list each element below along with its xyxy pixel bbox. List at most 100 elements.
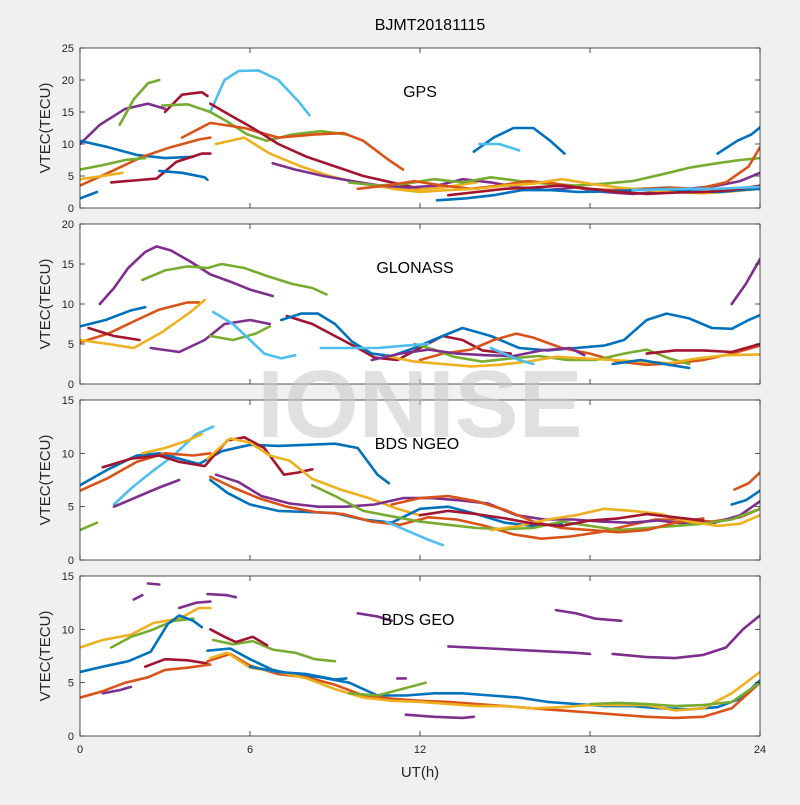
series-line-23 bbox=[478, 142, 521, 152]
series-line-7 bbox=[209, 102, 422, 191]
series-line-5 bbox=[356, 612, 393, 623]
series-line-12 bbox=[80, 171, 124, 181]
series-line-17 bbox=[730, 489, 760, 506]
series-line-14 bbox=[158, 169, 209, 182]
series-group bbox=[80, 425, 760, 547]
series-line-8 bbox=[209, 325, 272, 342]
watermark-text: IONISE bbox=[257, 351, 582, 458]
series-line-21 bbox=[447, 184, 760, 197]
series-line-10 bbox=[285, 314, 512, 362]
series-line-7 bbox=[554, 608, 623, 623]
y-tick-label: 5 bbox=[68, 171, 74, 183]
y-tick-label: 0 bbox=[68, 555, 74, 567]
y-tick-label: 0 bbox=[68, 379, 74, 391]
y-axis-title: VTEC(TECU) bbox=[37, 83, 54, 174]
series-line-2 bbox=[80, 102, 167, 146]
series-line-8 bbox=[611, 614, 760, 660]
x-tick-label: 24 bbox=[754, 744, 766, 756]
y-axis-title: VTEC(TECU) bbox=[37, 259, 54, 350]
series-line-15 bbox=[80, 190, 99, 200]
series-line-10 bbox=[209, 475, 760, 540]
series-line-20 bbox=[611, 358, 691, 370]
x-axis-title: UT(h) bbox=[401, 764, 439, 781]
series-line-2 bbox=[146, 582, 161, 586]
y-tick-label: 15 bbox=[62, 107, 74, 119]
series-line-3 bbox=[118, 78, 161, 127]
y-tick-label: 15 bbox=[62, 259, 74, 271]
series-line-24 bbox=[248, 665, 348, 681]
series-line-9 bbox=[80, 139, 195, 160]
series-group bbox=[80, 69, 760, 202]
series-line-9 bbox=[404, 713, 476, 720]
series-line-25 bbox=[631, 185, 760, 192]
series-line-3 bbox=[177, 600, 212, 610]
panel-label: GPS bbox=[403, 84, 437, 101]
series-line-9 bbox=[211, 310, 297, 360]
series-line-6 bbox=[80, 298, 206, 350]
y-tick-label: 10 bbox=[62, 624, 74, 636]
y-tick-label: 20 bbox=[62, 75, 74, 87]
series-line-18 bbox=[730, 257, 760, 306]
y-tick-label: 10 bbox=[62, 448, 74, 460]
series-line-15 bbox=[489, 507, 760, 532]
y-tick-label: 15 bbox=[62, 395, 74, 407]
series-line-1 bbox=[98, 245, 274, 306]
y-tick-label: 10 bbox=[62, 139, 74, 151]
panel-1: 0 5 10 15 20 25 VTEC(TECU) GPS bbox=[37, 43, 761, 215]
series-line-6 bbox=[180, 121, 405, 171]
series-line-15 bbox=[319, 342, 430, 350]
panel-2: 0 5 10 15 20 VTEC(TECU) GLONASS bbox=[37, 219, 761, 391]
series-line-7 bbox=[80, 521, 99, 532]
series-line-3 bbox=[80, 305, 147, 328]
series-group bbox=[80, 582, 760, 720]
series-line-17 bbox=[211, 638, 337, 663]
series-line-12 bbox=[80, 606, 212, 649]
series-line-23 bbox=[588, 681, 760, 708]
y-tick-label: 5 bbox=[68, 339, 74, 351]
panels: 0 5 10 15 20 25 VTEC(TECU) GPS 0 5 10 15 20 VTEC(TECU… bbox=[37, 43, 766, 756]
y-tick-label: 0 bbox=[68, 731, 74, 743]
panel-3: 0 5 10 15 VTEC(TECU) BDS NGEO bbox=[37, 395, 761, 567]
series-line-15 bbox=[143, 657, 209, 668]
series-line-8 bbox=[112, 478, 181, 508]
series-line-4 bbox=[141, 432, 204, 455]
series-line-13 bbox=[109, 617, 195, 649]
series-line-2 bbox=[141, 262, 328, 296]
series-line-4 bbox=[163, 90, 209, 114]
x-tick-label: 12 bbox=[414, 744, 426, 756]
y-axis-title: VTEC(TECU) bbox=[37, 611, 54, 702]
series-line-12 bbox=[311, 484, 760, 532]
series-line-18 bbox=[733, 471, 760, 491]
chart-title: BJMT20181115 bbox=[375, 17, 486, 34]
y-tick-label: 25 bbox=[62, 43, 74, 55]
series-line-2 bbox=[80, 442, 391, 487]
series-line-22 bbox=[472, 126, 566, 155]
x-tick-label: 6 bbox=[247, 744, 253, 756]
panel-4: 0 5 10 15 0 6 12 18 24 VTEC(TECU) BDS GEO bbox=[37, 571, 766, 756]
series-line-17 bbox=[645, 342, 760, 355]
series-line-4 bbox=[80, 301, 201, 344]
series-line-5 bbox=[160, 103, 348, 143]
y-tick-label: 5 bbox=[68, 502, 74, 514]
series-line-11 bbox=[279, 312, 760, 358]
series-line-21 bbox=[209, 651, 760, 712]
series-line-14 bbox=[80, 614, 204, 674]
series-line-22 bbox=[347, 681, 427, 697]
y-tick-label: 0 bbox=[68, 203, 74, 215]
y-tick-label: 10 bbox=[62, 299, 74, 311]
series-group bbox=[80, 245, 760, 370]
x-tick-label: 0 bbox=[77, 744, 83, 756]
series-line-1 bbox=[112, 425, 215, 506]
panel-label: BDS GEO bbox=[382, 612, 455, 629]
series-line-16 bbox=[80, 663, 212, 699]
series-line-16 bbox=[370, 346, 586, 362]
series-line-5 bbox=[87, 326, 141, 342]
y-tick-label: 5 bbox=[68, 678, 74, 690]
series-line-10 bbox=[101, 685, 133, 695]
plot-area bbox=[80, 400, 760, 560]
series-line-16 bbox=[418, 509, 705, 528]
panel-label: GLONASS bbox=[376, 260, 453, 277]
series-line-14 bbox=[384, 353, 760, 368]
